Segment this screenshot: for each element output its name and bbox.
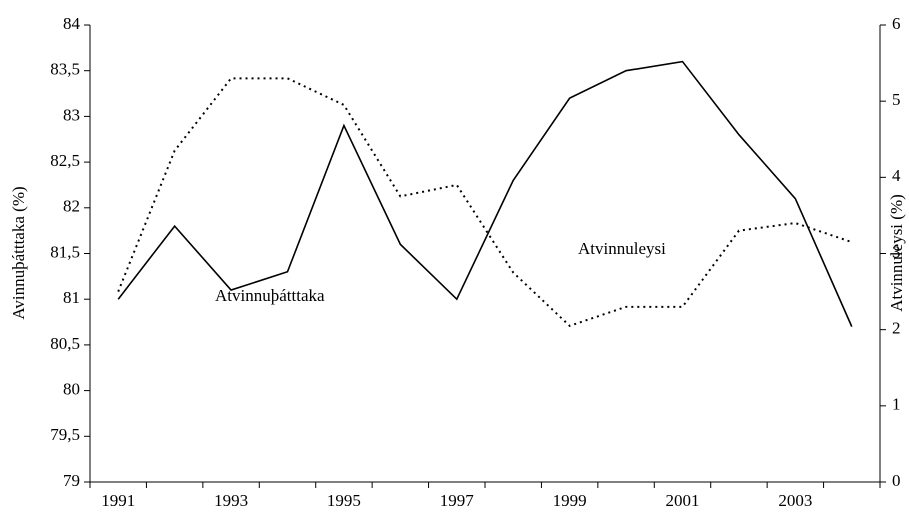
x-tick-label: 1995 — [327, 491, 361, 510]
y2-tick-label: 0 — [892, 471, 901, 490]
x-tick-label: 1997 — [440, 491, 475, 510]
y2-tick-label: 5 — [892, 90, 901, 109]
y-tick-label: 79,5 — [50, 425, 80, 444]
y2-axis-title: Atvinnuleysi (%) — [887, 194, 906, 312]
series-line — [117, 60, 853, 327]
x-tick-label: 2001 — [666, 491, 700, 510]
y-tick-label: 83,5 — [50, 60, 80, 79]
x-tick-label: 1999 — [553, 491, 587, 510]
y-axis-title: Avinnuþátttaka (%) — [9, 186, 28, 319]
y2-tick-label: 6 — [892, 14, 901, 33]
x-tick-label: 1991 — [101, 491, 135, 510]
y2-tick-label: 4 — [892, 166, 901, 185]
y-tick-label: 82 — [63, 197, 80, 216]
y2-tick-label: 2 — [892, 319, 901, 338]
y2-tick-label: 3 — [892, 242, 901, 261]
y-tick-label: 80 — [63, 380, 80, 399]
y-tick-label: 80,5 — [50, 334, 80, 353]
y-tick-label: 83 — [63, 105, 80, 124]
y-tick-label: 81,5 — [50, 242, 80, 261]
series-label: Atvinnuleysi — [578, 239, 666, 258]
series-line — [117, 77, 853, 327]
y-tick-label: 79 — [63, 471, 80, 490]
y-tick-label: 82,5 — [50, 151, 80, 170]
series-label: Atvinnuþátttaka — [215, 286, 325, 305]
x-tick-label: 2003 — [778, 491, 812, 510]
y2-tick-label: 1 — [892, 395, 901, 414]
x-tick-label: 1993 — [214, 491, 248, 510]
y-tick-label: 81 — [63, 288, 80, 307]
y-tick-label: 84 — [63, 14, 81, 33]
